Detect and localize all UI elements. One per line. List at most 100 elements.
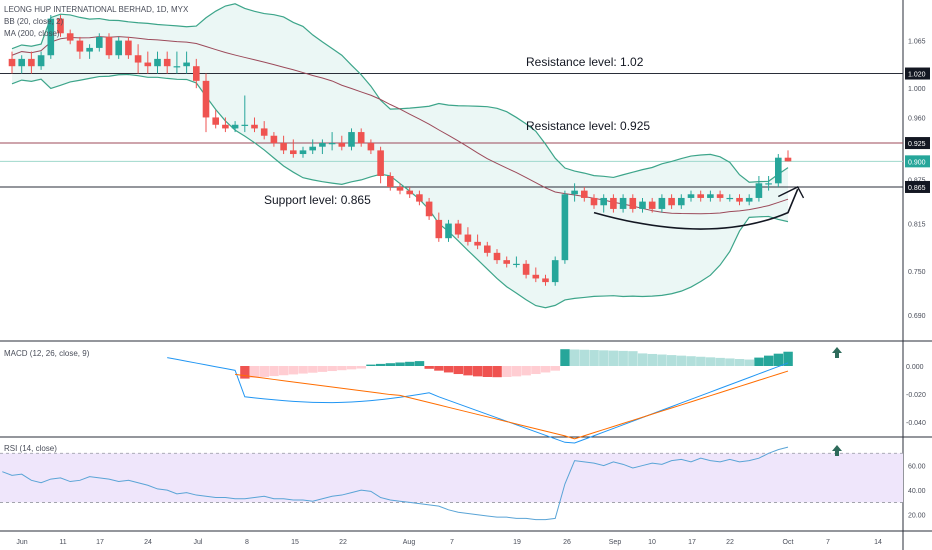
candle-body [551,260,559,283]
price-tick-1.000: 1.000 [908,86,926,93]
macd-histogram-bar [405,361,415,366]
time-tick-10: 10 [648,539,656,546]
support-level-annotation[interactable]: Support level: 0.865 [264,193,371,207]
price-tick-0.815: 0.815 [908,222,926,229]
macd-histogram-bar [764,355,774,366]
macd-histogram-bar [288,366,299,375]
candle-body [357,132,365,144]
price-label-box-0.865 [905,180,930,193]
time-tick-14: 14 [874,539,882,546]
price-label-0.900: 0.900 [908,159,926,166]
macd-histogram-bar [511,366,522,377]
candle-body [260,128,268,136]
up-arrow-icons [832,347,842,456]
macd-histogram-bar [492,366,502,378]
macd-tick-0.000: 0.000 [906,364,924,371]
candle-body [86,47,93,52]
macd-histogram-bar [269,366,279,377]
time-tick-26: 26 [563,539,571,546]
macd-tick--0.040: -0.040 [906,420,926,427]
price-axis: 1.0651.0201.0000.9600.9250.9000.8750.865… [905,39,930,520]
candle-body [416,194,423,202]
time-tick-Aug: Aug [403,539,416,546]
price-label-box-0.925 [905,137,930,150]
time-tick-24: 24 [144,539,152,546]
resistance-level-1-annotation[interactable]: Resistance level: 1.02 [526,55,644,69]
time-tick-Jul: Jul [194,539,203,546]
macd-histogram-bar [356,366,366,369]
macd-histogram-bar [647,353,657,366]
time-tick-19: 19 [513,539,521,546]
candle-body [542,278,549,283]
macd-histogram-bar [463,366,473,376]
candle-body [96,36,103,48]
price-label-box-0.900 [905,155,930,168]
rsi-tick-60.00: 60.00 [908,464,926,471]
candle-body [231,124,239,129]
price-tick-1.065: 1.065 [908,39,926,46]
price-tick-0.750: 0.750 [908,269,926,276]
candle-body [173,66,181,68]
candle-body [57,18,64,34]
candle-body [212,117,219,125]
cup-curve-arrowhead [777,186,805,199]
candle-body [561,194,569,261]
candle-body [571,190,578,195]
macd-histogram-bar [540,366,551,373]
time-tick-8: 8 [245,539,249,546]
rsi-tick-20.00: 20.00 [908,513,926,520]
moving-average-line [11,36,789,215]
candle-body [251,124,258,129]
candle-body [775,157,782,184]
candle-body [183,62,190,67]
macd-histogram-bar [637,353,648,366]
candle-body [425,201,433,217]
macd-histogram-bar [608,350,619,366]
macd-histogram-bar [308,366,318,373]
price-tick-0.960: 0.960 [908,115,926,122]
macd-panel [167,349,793,444]
macd-histogram-bar [734,359,745,366]
macd-tick--0.020: -0.020 [906,392,926,399]
bb-indicator-label[interactable]: BB (20, close, 2) [4,17,63,26]
rsi-indicator-label[interactable]: RSI (14, close) [4,444,57,453]
ma-line [11,36,789,215]
rsi-band-fill [0,453,903,503]
macd-indicator-label[interactable]: MACD (12, 26, close, 9) [4,349,90,358]
candle-body [629,197,637,209]
candle-body [493,252,501,261]
time-tick-7: 7 [826,539,830,546]
macd-histogram-bar [676,355,687,366]
candle-body [338,143,346,147]
candle-body [299,150,307,155]
candle-body [484,245,491,253]
candle-body [387,175,394,187]
macd-histogram-bar [531,366,541,375]
candle-body [18,58,25,67]
ma-indicator-label[interactable]: MA (200, close) [4,29,60,38]
candle-body [435,219,443,239]
candle-body [202,80,210,118]
macd-histogram-bar [317,366,328,372]
macd-histogram-bar [327,366,337,372]
candle-body [76,40,84,52]
macd-histogram-bar [473,366,483,377]
symbol-title: LEONG HUP INTERNATIONAL BERHAD, 1D, MYX [4,5,189,14]
candle-body [513,263,520,266]
macd-histogram-bar [550,366,560,371]
candle-body [532,274,540,279]
macd-signal-line [235,370,789,440]
candle-body [639,201,646,209]
horizontal-levels [0,73,903,188]
candle-body [115,40,122,56]
candle-body [755,183,763,198]
candles [8,14,792,286]
macd-histogram-bar [667,355,677,366]
candle-body [367,143,375,151]
resistance-level-2-annotation[interactable]: Resistance level: 0.925 [526,119,650,133]
macd-histogram-bar [259,366,269,377]
macd-histogram-bar [599,350,609,366]
candle-body [474,241,481,246]
macd-histogram-bar [337,366,347,371]
